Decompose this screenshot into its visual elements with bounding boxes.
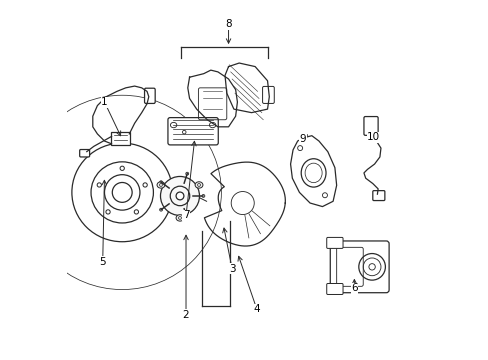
Text: 7: 7 <box>183 211 189 220</box>
FancyBboxPatch shape <box>363 117 377 135</box>
FancyBboxPatch shape <box>326 283 343 294</box>
FancyBboxPatch shape <box>329 241 388 293</box>
Ellipse shape <box>195 182 203 188</box>
FancyBboxPatch shape <box>262 86 274 103</box>
Ellipse shape <box>185 217 188 220</box>
Ellipse shape <box>170 122 177 128</box>
Ellipse shape <box>159 181 162 184</box>
Ellipse shape <box>209 122 215 128</box>
FancyBboxPatch shape <box>111 132 130 145</box>
FancyBboxPatch shape <box>372 191 384 201</box>
FancyBboxPatch shape <box>326 238 343 248</box>
Ellipse shape <box>185 172 188 175</box>
Text: 4: 4 <box>253 304 260 314</box>
Text: 10: 10 <box>366 132 380 143</box>
Ellipse shape <box>358 253 385 280</box>
FancyBboxPatch shape <box>80 149 89 157</box>
FancyBboxPatch shape <box>167 118 218 145</box>
Text: 3: 3 <box>228 264 235 274</box>
Text: 1: 1 <box>101 97 107 107</box>
Text: 9: 9 <box>299 134 305 144</box>
Ellipse shape <box>159 208 162 211</box>
Ellipse shape <box>170 186 189 206</box>
Ellipse shape <box>176 215 183 221</box>
Ellipse shape <box>160 176 199 215</box>
Text: 8: 8 <box>225 19 231 29</box>
FancyBboxPatch shape <box>144 88 155 103</box>
Ellipse shape <box>176 192 183 200</box>
Text: 6: 6 <box>350 283 357 293</box>
Ellipse shape <box>301 159 325 187</box>
Text: 5: 5 <box>99 257 106 266</box>
Ellipse shape <box>202 194 204 197</box>
Ellipse shape <box>157 182 164 188</box>
Text: 2: 2 <box>183 310 189 320</box>
